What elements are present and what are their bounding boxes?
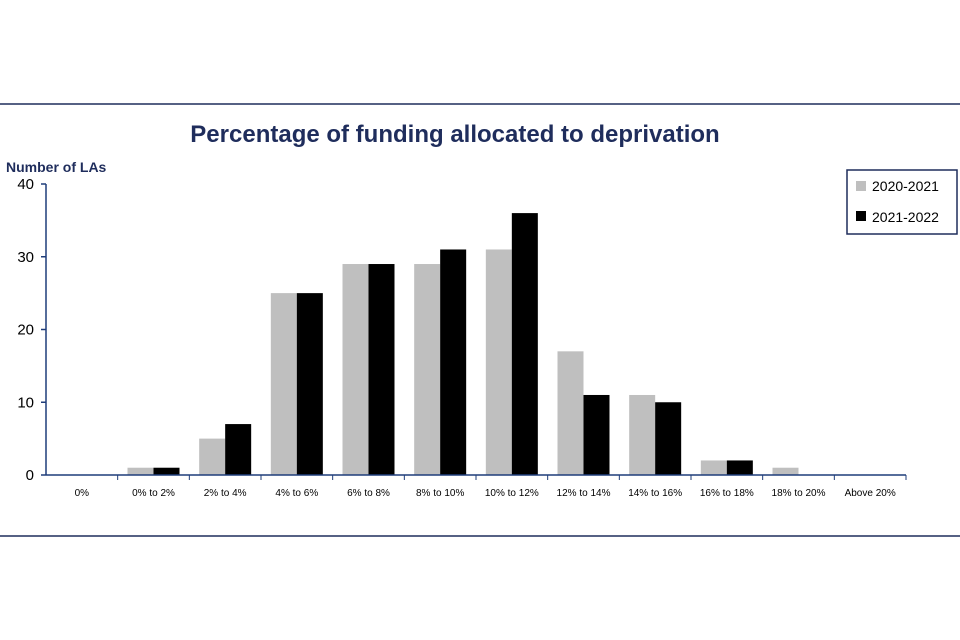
y-tick-label-40: 40 <box>17 176 34 193</box>
y-axis-label: Number of LAs <box>6 159 107 175</box>
bar-2021-2022-7 <box>583 394 610 475</box>
bar-2021-2022-2 <box>225 424 252 475</box>
bar-2021-2022-5 <box>440 249 467 475</box>
bar-2020-2021-3 <box>270 293 297 475</box>
x-tick-label: 10% to 12% <box>485 488 539 499</box>
bars-group <box>127 213 799 475</box>
x-tick-label: 12% to 14% <box>557 488 611 499</box>
bar-2020-2021-6 <box>485 249 512 475</box>
bar-2020-2021-2 <box>199 438 226 475</box>
bar-2020-2021-10 <box>772 467 799 475</box>
x-tick-label: 18% to 20% <box>772 488 826 499</box>
x-tick-label: 0% <box>75 488 90 499</box>
x-tick-label: 0% to 2% <box>132 488 175 499</box>
x-tick-label: 8% to 10% <box>416 488 464 499</box>
y-tick-label-30: 30 <box>17 249 34 266</box>
legend-swatch-2021-2022 <box>856 211 866 221</box>
bar-2020-2021-5 <box>414 264 441 475</box>
bar-2020-2021-7 <box>557 351 584 475</box>
bar-2021-2022-3 <box>296 293 323 475</box>
legend: 2020-2021 2021-2022 <box>846 169 958 235</box>
bar-2021-2022-4 <box>368 264 395 475</box>
x-tick-label: 2% to 4% <box>204 488 247 499</box>
bar-2020-2021-4 <box>342 264 369 475</box>
x-tick-label: 14% to 16% <box>628 488 682 499</box>
chart-title: Percentage of funding allocated to depri… <box>190 121 719 148</box>
legend-swatch-2020-2021 <box>856 181 866 191</box>
bar-2020-2021-9 <box>700 460 727 475</box>
y-tick-label-0: 0 <box>26 467 34 484</box>
x-tick-label: 4% to 6% <box>275 488 318 499</box>
y-tick-label-10: 10 <box>17 394 34 411</box>
bar-2021-2022-8 <box>655 402 682 475</box>
bar-2020-2021-8 <box>629 394 656 475</box>
y-axis-ticks: 0 10 20 30 40 <box>17 176 46 484</box>
x-axis-tick-labels: 0% 0% to 2% 2% to 4% 4% to 6% 6% to 8% 8% to … <box>75 475 907 499</box>
bar-2021-2022-9 <box>726 460 753 475</box>
y-tick-label-20: 20 <box>17 322 34 339</box>
x-tick-label: Above 20% <box>845 488 896 499</box>
legend-label-2020-2021: 2020-2021 <box>872 178 939 194</box>
bar-2020-2021-1 <box>127 467 154 475</box>
x-tick-label: 6% to 8% <box>347 488 390 499</box>
legend-box <box>846 169 958 235</box>
x-tick-label: 16% to 18% <box>700 488 754 499</box>
bar-2021-2022-1 <box>153 467 180 475</box>
legend-label-2021-2022: 2021-2022 <box>872 209 939 225</box>
bar-2021-2022-6 <box>511 213 538 475</box>
